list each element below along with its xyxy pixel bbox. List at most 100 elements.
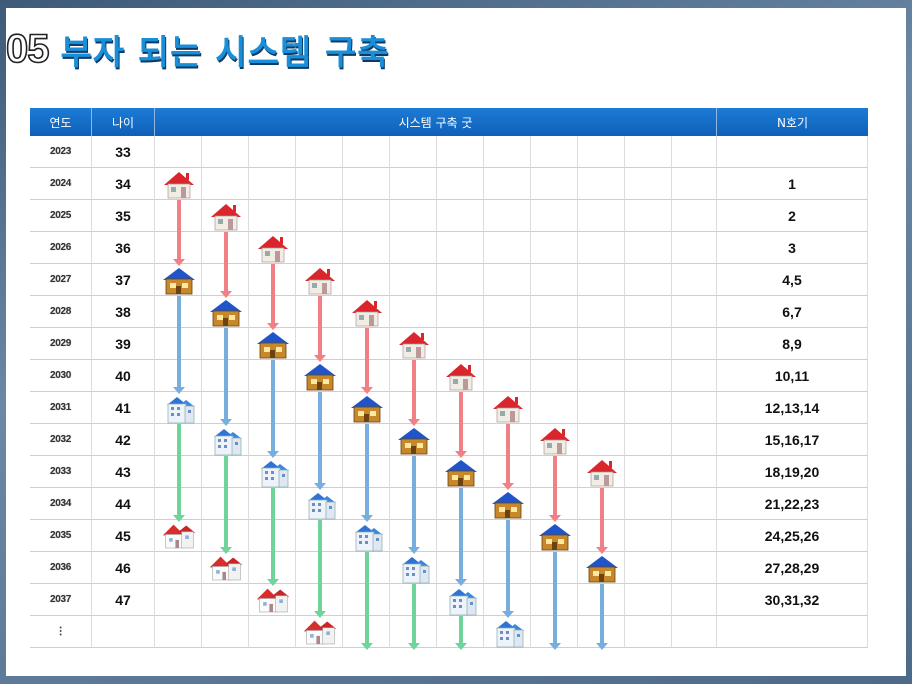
down-arrow-icon: [501, 424, 514, 490]
nth-cell: 24,25,26: [717, 520, 868, 552]
age-cell-text: 45: [115, 527, 131, 544]
system-table: 연도 나이 시스템 구축 굿 N호기 2023 33 2024 34 1 2025 35 2 2…: [30, 108, 868, 650]
apartment-building-icon: [302, 489, 338, 521]
grid-cell: [390, 264, 437, 296]
grid-cell: [155, 616, 202, 648]
age-cell-text: 40: [115, 367, 131, 384]
down-arrow-icon: [501, 520, 514, 618]
age-cell-text: 42: [115, 431, 131, 448]
nth-cell: 18,19,20: [717, 456, 868, 488]
grid-cell: [343, 168, 390, 200]
grid-cell: [625, 296, 672, 328]
down-arrow-icon: [219, 456, 232, 554]
grid-cell: [484, 168, 531, 200]
age-cell: 39: [92, 328, 155, 360]
grid-cell: [249, 328, 296, 360]
down-arrow-icon: [313, 296, 326, 362]
nth-cell: 4,5: [717, 264, 868, 296]
year-cell: 2023: [30, 136, 92, 168]
nth-cell-text: 6,7: [782, 303, 802, 320]
grid-cell: [249, 456, 296, 488]
year-cell: 2031: [30, 392, 92, 424]
grid-cell: [155, 392, 202, 424]
nth-cell: 2: [717, 200, 868, 232]
age-cell-text: 36: [115, 239, 131, 256]
year-cell-text: 2028: [49, 306, 72, 317]
grid-cell: [343, 392, 390, 424]
nth-cell-text: 15,16,17: [764, 431, 820, 448]
nth-cell: [717, 136, 868, 168]
age-cell-text: 35: [115, 207, 131, 224]
age-cell-text: 44: [115, 495, 131, 512]
grid-cell: [672, 296, 717, 328]
age-cell-text: 39: [115, 335, 131, 352]
year-cell-text: 2029: [49, 338, 72, 349]
grid-cell: [672, 232, 717, 264]
apartment-building-icon: [349, 521, 385, 553]
section-number: 05: [5, 26, 50, 72]
down-arrow-icon: [219, 232, 232, 298]
grid-cell: [484, 200, 531, 232]
year-cell-text: 2024: [49, 178, 72, 189]
red-roof-house-icon: [584, 457, 620, 489]
grid-cell: [343, 264, 390, 296]
header-year: 연도: [30, 108, 92, 136]
age-cell-text: 37: [115, 271, 131, 288]
down-arrow-icon: [172, 424, 185, 522]
red-roof-house-icon: [490, 393, 526, 425]
grid-cell: [578, 360, 625, 392]
grid-cell: [531, 360, 578, 392]
nth-cell: 21,22,23: [717, 488, 868, 520]
year-cell-text: 2027: [49, 274, 72, 285]
grid-cell: [672, 456, 717, 488]
blue-roof-house-icon: [584, 553, 620, 585]
nth-cell-text: 3: [788, 239, 796, 256]
grid-cell: [578, 392, 625, 424]
grid-cell: [672, 136, 717, 168]
age-cell-text: 34: [115, 175, 131, 192]
blue-roof-house-icon: [255, 329, 291, 361]
year-cell: 2034: [30, 488, 92, 520]
grid-cell: [672, 200, 717, 232]
down-arrow-icon: [266, 488, 279, 586]
grid-cell: [390, 296, 437, 328]
down-arrow-icon: [407, 456, 420, 554]
grid-cell: [625, 392, 672, 424]
year-cell: 2028: [30, 296, 92, 328]
nth-cell: 6,7: [717, 296, 868, 328]
grid-cell: [578, 136, 625, 168]
year-cell-text: 2025: [49, 210, 72, 221]
year-cell-text: ⋮: [55, 626, 66, 637]
age-cell: 45: [92, 520, 155, 552]
year-cell: 2036: [30, 552, 92, 584]
grid-cell: [672, 424, 717, 456]
grid-cell: [578, 168, 625, 200]
grid-cell: [672, 584, 717, 616]
nth-cell-text: 8,9: [782, 335, 802, 352]
nth-cell-text: 12,13,14: [764, 399, 820, 416]
down-arrow-icon: [454, 616, 467, 650]
age-cell-text: 33: [115, 143, 131, 160]
nth-cell-text: 27,28,29: [764, 559, 820, 576]
grid-cell: [390, 136, 437, 168]
grid-cell: [249, 136, 296, 168]
grid-cell: [390, 232, 437, 264]
down-arrow-icon: [360, 424, 373, 522]
nth-cell-text: 24,25,26: [764, 527, 820, 544]
grid-cell: [202, 136, 249, 168]
apartment-building-icon: [255, 457, 291, 489]
down-arrow-icon: [595, 488, 608, 554]
red-roof-house-icon: [161, 169, 197, 201]
grid-cell: [531, 232, 578, 264]
large-red-roof-house-icon: [161, 521, 197, 553]
grid-cell: [343, 520, 390, 552]
down-arrow-icon: [595, 584, 608, 650]
age-cell: 34: [92, 168, 155, 200]
age-cell: 44: [92, 488, 155, 520]
grid-cell: [155, 584, 202, 616]
grid-cell: [531, 168, 578, 200]
grid-cell: [578, 328, 625, 360]
grid-cell: [296, 168, 343, 200]
grid-cell: [155, 136, 202, 168]
year-cell: 2030: [30, 360, 92, 392]
